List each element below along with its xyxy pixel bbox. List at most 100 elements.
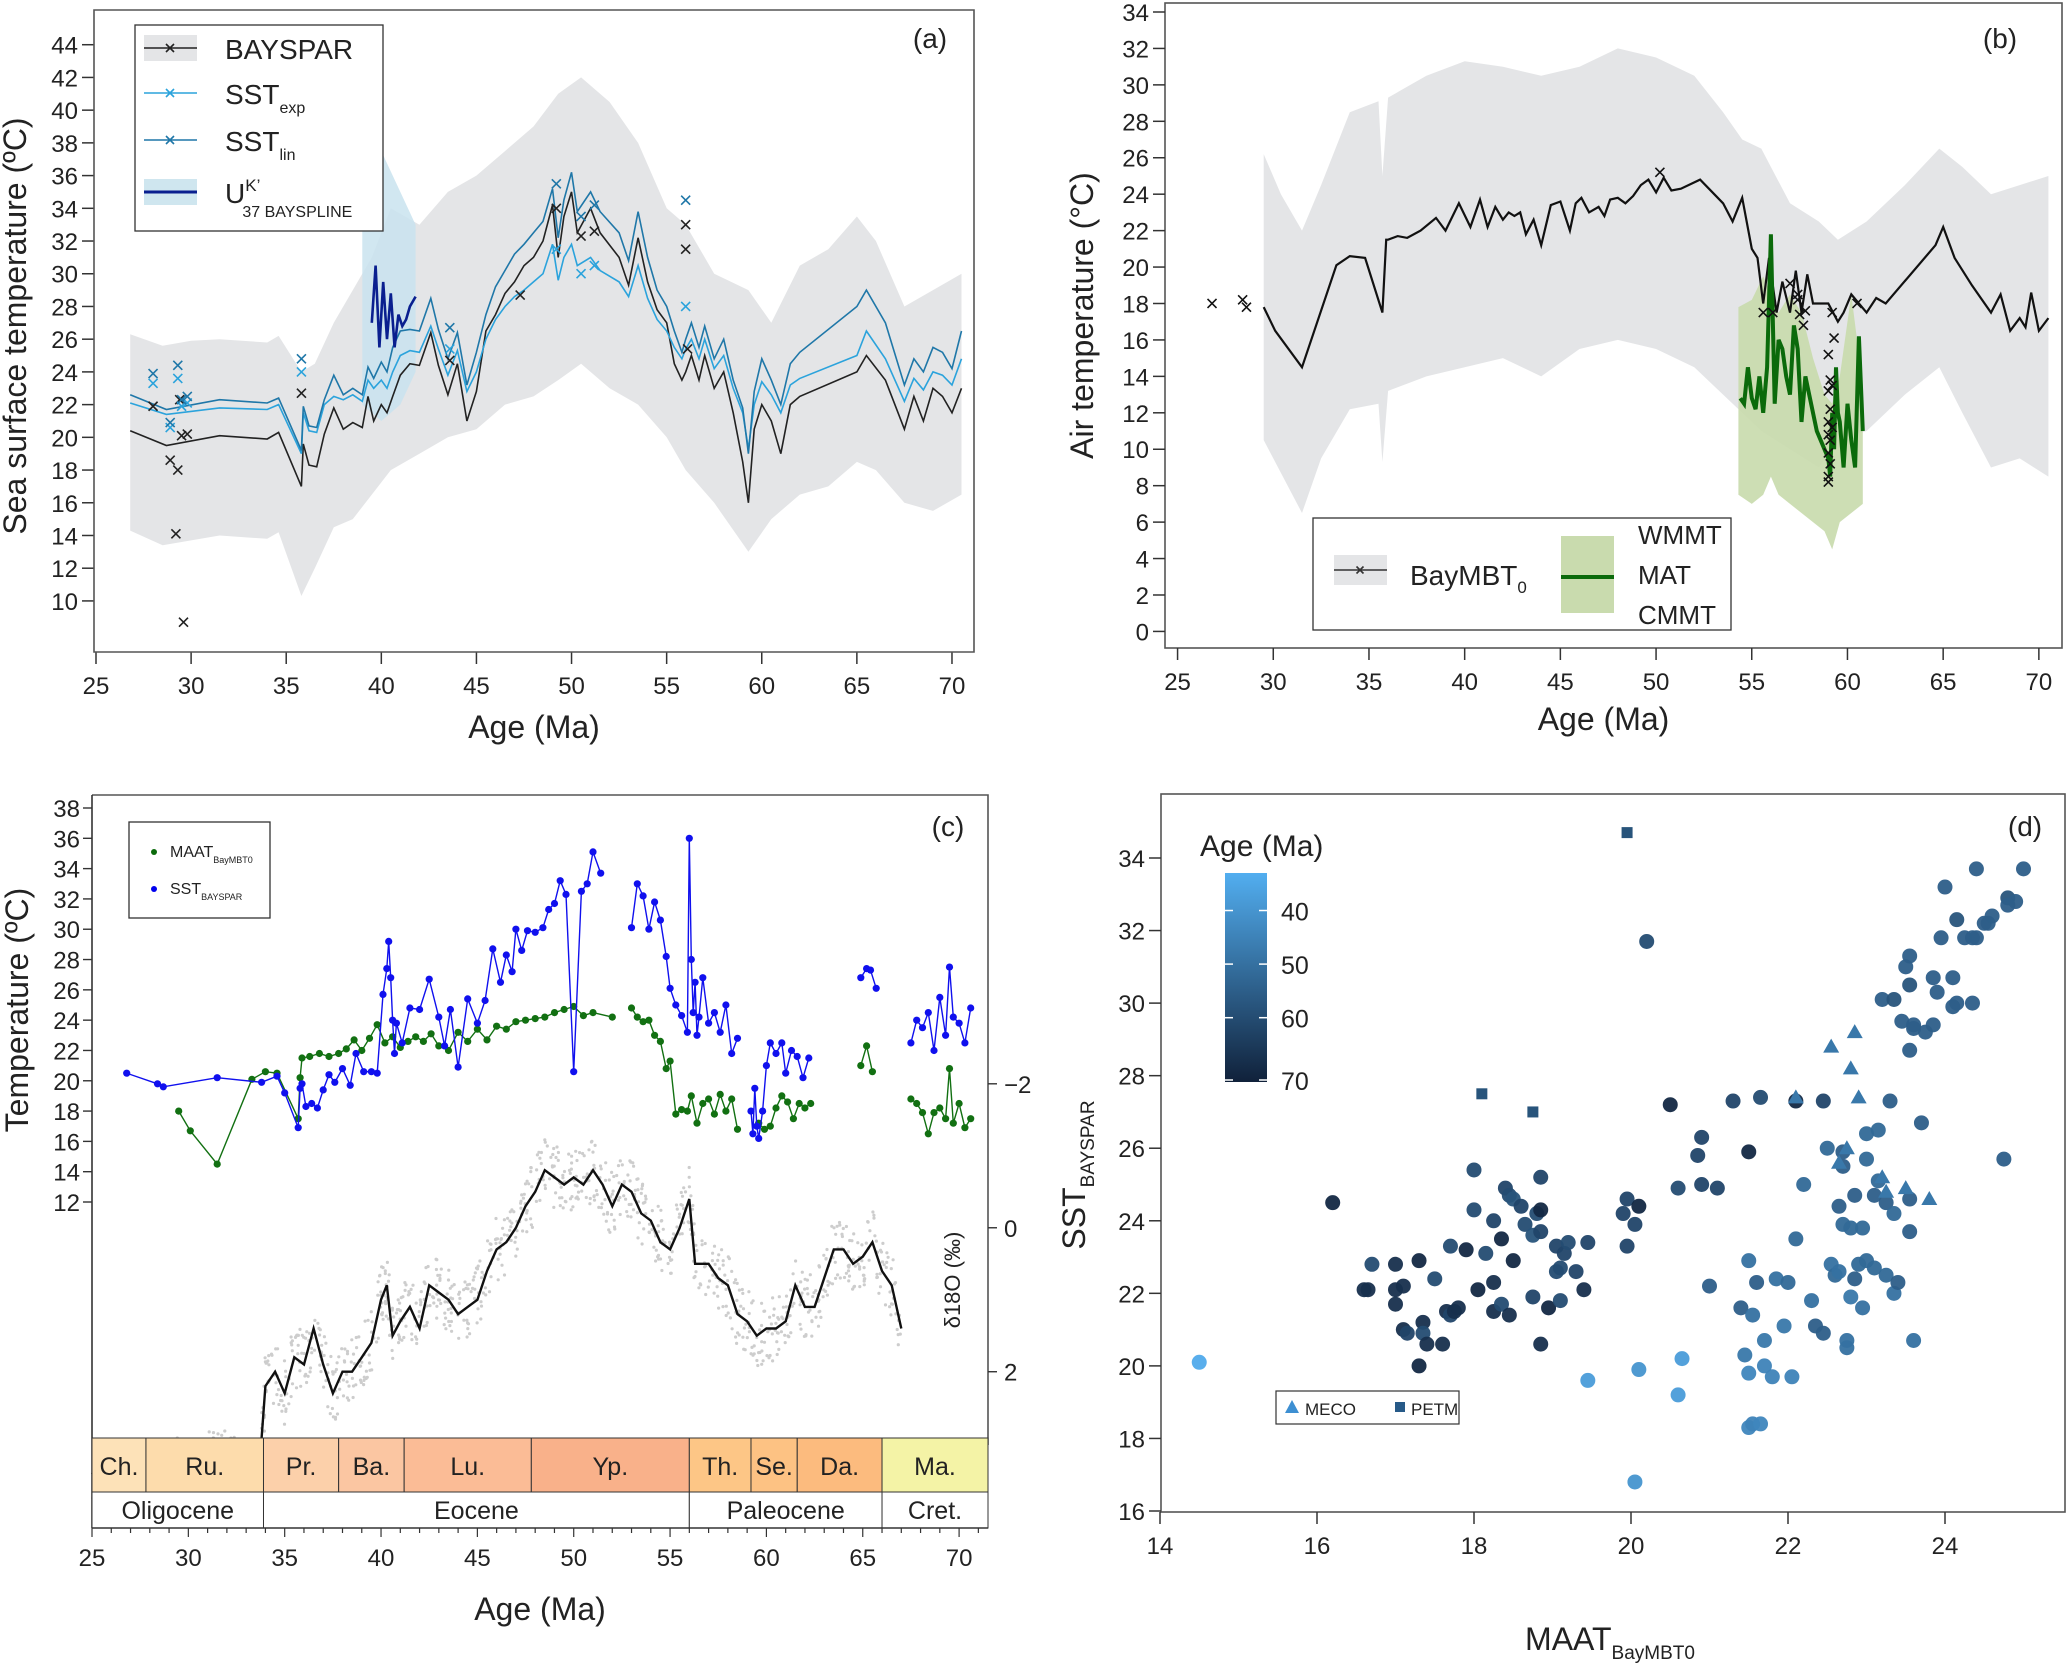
d18o-point <box>322 1385 326 1389</box>
d18o-point <box>689 1194 693 1198</box>
d18o-point <box>896 1343 900 1347</box>
scatter-point <box>1855 1220 1871 1236</box>
d18o-point <box>789 1331 793 1335</box>
y-tick-label: 24 <box>53 1008 80 1035</box>
scatter-point <box>1631 1198 1647 1214</box>
d18o-point <box>539 1150 544 1155</box>
scatter-point <box>1902 1191 1918 1207</box>
data-point <box>801 1104 809 1112</box>
d18o-point <box>612 1174 616 1179</box>
scatter-point <box>1753 1089 1769 1105</box>
series-sst-bayspar <box>123 834 975 1142</box>
scatter-point <box>2016 861 2031 877</box>
d18o-point <box>716 1294 720 1298</box>
data-point <box>961 1039 969 1047</box>
data-point <box>338 1065 347 1073</box>
data-point <box>406 1004 414 1012</box>
d18o-point <box>275 1393 279 1397</box>
d18o-point <box>846 1250 851 1254</box>
d18o-point <box>305 1330 309 1334</box>
d18o-point <box>862 1266 866 1270</box>
d18o-point <box>337 1355 341 1359</box>
scatter-point <box>1831 1198 1847 1214</box>
panel-label: (c) <box>932 811 965 842</box>
d18o-point <box>267 1354 271 1358</box>
y-tick-label: 38 <box>53 796 80 823</box>
colorbar-title: Age (Ma) <box>1200 830 1323 863</box>
x-marker-baymbt0 <box>1825 374 1836 386</box>
d18o-point <box>312 1348 317 1352</box>
d18o-point <box>856 1262 860 1266</box>
x-marker-baymbt0 <box>1823 429 1834 440</box>
d18o-point <box>716 1258 720 1262</box>
scatter-point <box>1533 1224 1549 1240</box>
data-point <box>805 1054 813 1062</box>
d18o-point <box>357 1335 361 1339</box>
d18o-point <box>520 1193 524 1197</box>
d18o-point <box>642 1227 646 1231</box>
d18o-point <box>686 1220 690 1224</box>
data-point <box>930 1046 938 1055</box>
data-point <box>589 1009 597 1017</box>
d18o-point <box>444 1316 448 1320</box>
legend-label-main: SST <box>225 79 279 110</box>
x-tick-label: 65 <box>849 1545 876 1572</box>
d18o-point <box>521 1229 525 1233</box>
d18o-point <box>267 1363 271 1367</box>
scatter-point <box>1902 977 1918 993</box>
d18o-point <box>667 1255 672 1259</box>
x-marker-baymbt0 <box>1800 305 1811 316</box>
d18o-point <box>872 1213 876 1217</box>
panel-a-x-axis: 25 30 35 40 45 50 55 60 65 70 <box>83 652 965 700</box>
data-point <box>502 951 510 959</box>
d18o-point <box>558 1204 562 1208</box>
d18o-point <box>519 1201 523 1205</box>
d18o-point <box>810 1334 814 1338</box>
d18o-point <box>462 1288 466 1292</box>
d18o-point <box>826 1279 830 1283</box>
d18o-point <box>750 1345 754 1349</box>
d18o-point <box>830 1282 835 1286</box>
d18o-point <box>575 1195 579 1199</box>
d18o-point <box>656 1204 660 1208</box>
d18o-point <box>632 1164 636 1168</box>
x-marker-baymbt0 <box>1767 307 1778 318</box>
x-tick-label: 50 <box>558 673 585 700</box>
meco-triangle-point <box>1831 1154 1848 1169</box>
data-point <box>365 1034 374 1042</box>
d18o-point <box>588 1202 592 1206</box>
d18o-point <box>415 1337 419 1341</box>
x-marker-sst-lin <box>551 178 562 189</box>
x-tick-label: 40 <box>368 1545 395 1572</box>
data-point <box>454 1028 462 1036</box>
d18o-point <box>637 1221 641 1225</box>
x-marker-baymbt0 <box>1823 416 1834 427</box>
d18o-point <box>800 1291 804 1295</box>
d18o-point <box>878 1248 883 1252</box>
d18o-point <box>618 1195 622 1200</box>
data-point <box>419 1037 427 1045</box>
age-colorbar: Age (Ma) 40 50 60 70 <box>1200 830 1323 1096</box>
d18o-point <box>381 1266 385 1270</box>
d18o-point <box>658 1257 663 1261</box>
d18o-point <box>376 1280 380 1284</box>
scatter-point <box>1933 930 1949 946</box>
data-point <box>123 1069 131 1077</box>
y-tick-label: 22 <box>1118 1281 1145 1308</box>
scatter-point <box>1702 1278 1717 1294</box>
data-point <box>907 1095 915 1103</box>
d18o-point <box>310 1351 314 1355</box>
d18o-point <box>568 1171 572 1175</box>
d18o-point <box>789 1288 793 1292</box>
d18o-point <box>640 1242 644 1246</box>
d18o-point <box>304 1336 308 1340</box>
legend-x-marker <box>165 135 175 145</box>
d18o-point <box>347 1384 351 1388</box>
d18o-point <box>394 1311 399 1315</box>
data-point <box>766 1122 774 1130</box>
stage-box <box>688 1437 752 1493</box>
scatter-point <box>1764 1369 1780 1385</box>
d18o-point <box>616 1198 621 1202</box>
scatter-point <box>1415 1314 1431 1330</box>
epoch-box <box>688 1491 883 1529</box>
